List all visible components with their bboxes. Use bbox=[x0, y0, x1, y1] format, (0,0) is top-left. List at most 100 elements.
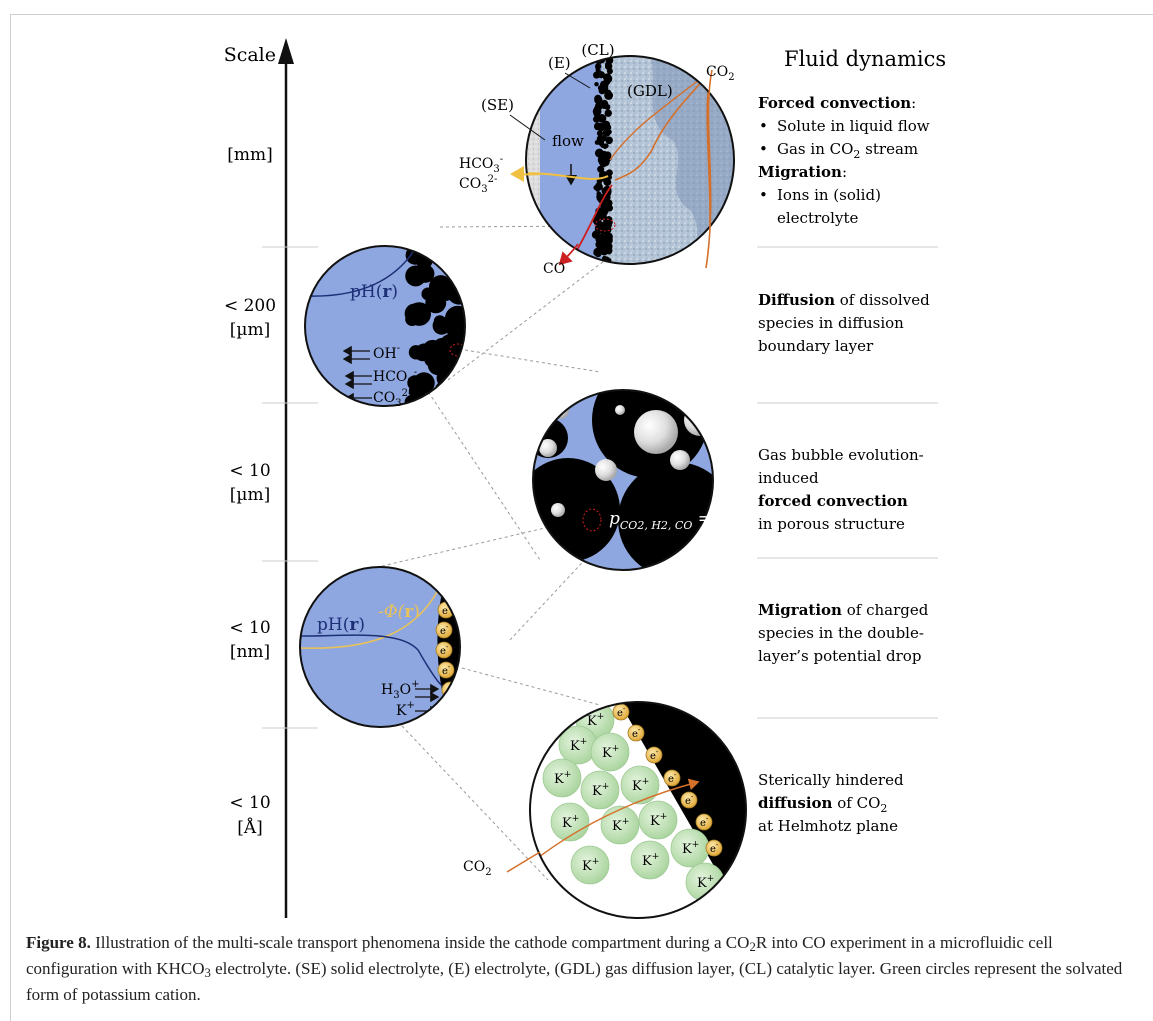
figure-caption: Figure 8. Illustration of the multi-scal… bbox=[26, 932, 1136, 1006]
catalyst-particle bbox=[599, 151, 603, 155]
catalyst-particle bbox=[605, 247, 612, 254]
porous-particle bbox=[450, 263, 467, 280]
catalyst-particle bbox=[605, 111, 611, 117]
scale-label-10A: < 10 bbox=[229, 793, 270, 813]
catalyst-particle bbox=[606, 227, 611, 232]
scale-label-mm: [mm] bbox=[227, 145, 273, 165]
label-co3-2: CO32- bbox=[373, 388, 411, 409]
steric-l2: diffusion of CO2 bbox=[758, 794, 887, 815]
porous-particle bbox=[450, 254, 476, 280]
porous-particle bbox=[430, 402, 444, 416]
catalyst-particle bbox=[606, 237, 611, 242]
catalyst-particle bbox=[599, 160, 604, 165]
electron-label: e- bbox=[448, 563, 457, 577]
circle-10A-scale: K+K+K+K+K+ K+K+ K+ K+K+ K+ K+K+ e-e-e-e-e-e-e… bbox=[520, 700, 755, 920]
co2-diffusion-arrow bbox=[507, 852, 540, 872]
label-cl: (CL) bbox=[581, 41, 614, 59]
catalyst-particle bbox=[595, 182, 602, 189]
migration2-l2: species in the double- bbox=[758, 624, 924, 642]
catalyst-particle bbox=[595, 240, 603, 248]
porous-particle bbox=[405, 312, 419, 326]
catalyst-particle bbox=[595, 233, 602, 240]
gas-l1: Gas bubble evolution- bbox=[758, 446, 924, 464]
diffusion-l2: species in diffusion bbox=[758, 314, 904, 332]
porous-particle bbox=[451, 232, 473, 254]
gas-l4: in porous structure bbox=[758, 515, 905, 533]
catalyst-particle bbox=[594, 82, 598, 86]
scale-label-10A-unit: [Å] bbox=[237, 817, 263, 838]
catalyst-particle bbox=[595, 96, 601, 102]
circle-10um-scale bbox=[516, 362, 734, 578]
scale-axis-title: Scale bbox=[224, 44, 276, 66]
scale-label-200um-unit: [µm] bbox=[230, 320, 270, 340]
catalyst-particle bbox=[603, 80, 607, 84]
porous-particle bbox=[429, 389, 450, 410]
steric-l3: at Helmhotz plane bbox=[758, 817, 898, 835]
diffusion-l3: boundary layer bbox=[758, 337, 874, 355]
fc-bullet-2: Gas in CO2 stream bbox=[777, 140, 918, 161]
catalyst-particle bbox=[594, 123, 601, 130]
catalyst-particle bbox=[603, 145, 607, 149]
scale-axis-arrowhead bbox=[278, 38, 294, 64]
label-hco3: HCO3- bbox=[459, 154, 503, 175]
gas-l2: induced bbox=[758, 469, 819, 487]
scale-label-10nm-unit: [nm] bbox=[230, 642, 270, 662]
label-e: (E) bbox=[548, 54, 571, 72]
scale-label-10nm: < 10 bbox=[229, 618, 270, 638]
migration2-l3: layer’s potential drop bbox=[758, 647, 921, 665]
electron bbox=[446, 702, 462, 718]
porous-particle bbox=[434, 381, 456, 403]
label-co2-A: CO2 bbox=[463, 859, 492, 878]
label-oh: OH- bbox=[373, 343, 400, 362]
multiscale-figure: Scale [mm] < 200 [µm] < 10 [µm] < 10 [nm… bbox=[0, 0, 1153, 930]
porous-particle bbox=[457, 237, 476, 256]
catalyst-particle bbox=[602, 121, 610, 129]
bullet-1: • bbox=[759, 117, 768, 135]
label-gdl: (GDL) bbox=[627, 82, 673, 100]
scale-labels: [mm] < 200 [µm] < 10 [µm] < 10 [nm] < 10… bbox=[224, 145, 276, 838]
label-ph: pH(r) bbox=[350, 282, 398, 302]
porous-particle bbox=[446, 256, 462, 272]
catalyst-particle bbox=[596, 262, 605, 271]
catalyst-particle bbox=[599, 138, 604, 143]
electron-label: e- bbox=[450, 703, 459, 717]
label-se: (SE) bbox=[481, 96, 514, 114]
gas-l3: forced convection bbox=[758, 492, 908, 510]
scale-label-200um: < 200 bbox=[224, 296, 276, 316]
migration2-l1: Migration of charged bbox=[758, 601, 929, 619]
scale-label-10um: < 10 bbox=[229, 461, 270, 481]
caption-text-1: Illustration of the multi-scale transpor… bbox=[91, 933, 750, 952]
forced-convection-label: Forced convection: bbox=[758, 94, 916, 112]
bullet-3: • bbox=[759, 186, 768, 204]
bullet-2: • bbox=[759, 140, 768, 158]
steric-l1: Sterically hindered bbox=[758, 771, 904, 789]
mig-bullet-l1: Ions in (solid) bbox=[777, 186, 881, 204]
fluid-dynamics-header: Fluid dynamics bbox=[784, 47, 946, 71]
electron bbox=[444, 562, 460, 578]
caption-label: Figure 8. bbox=[26, 933, 91, 952]
porous-particle bbox=[416, 344, 431, 359]
porous-particle bbox=[447, 323, 465, 341]
electron-label: e- bbox=[445, 583, 454, 597]
electron bbox=[441, 582, 457, 598]
mig-bullet-l2: electrolyte bbox=[777, 209, 858, 227]
diffusion-l1: Diffusion of dissolved bbox=[758, 291, 930, 309]
catalyst-particle bbox=[603, 220, 609, 226]
scale-label-10um-unit: [µm] bbox=[230, 485, 270, 505]
label-phi: -Φ(r) bbox=[378, 602, 420, 622]
label-co: CO bbox=[543, 261, 565, 277]
catalyst-particle bbox=[595, 267, 600, 272]
label-flow: flow bbox=[552, 132, 584, 150]
catalyst-particle bbox=[605, 62, 610, 67]
catalyst-particle bbox=[601, 87, 606, 92]
porous-particle bbox=[422, 243, 434, 255]
porous-particle bbox=[449, 233, 470, 254]
catalyst-particle bbox=[601, 102, 605, 106]
catalyst-particle bbox=[593, 116, 600, 123]
porous-particle bbox=[434, 315, 446, 327]
label-ph-nm: pH(r) bbox=[317, 615, 365, 635]
label-co3: CO32- bbox=[459, 174, 497, 195]
migration-label: Migration: bbox=[758, 163, 847, 181]
catalyst-particle bbox=[593, 107, 602, 116]
circle-10nm-scale: e-e-e-e-e-e-e-e- bbox=[295, 560, 470, 730]
